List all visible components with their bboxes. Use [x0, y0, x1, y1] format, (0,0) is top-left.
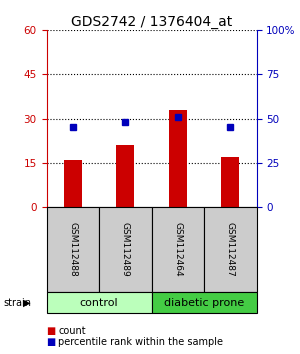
Text: percentile rank within the sample: percentile rank within the sample	[58, 337, 224, 347]
Bar	[152, 292, 256, 313]
Text: GSM112464: GSM112464	[173, 222, 182, 277]
Bar	[152, 207, 204, 292]
Bar	[116, 145, 134, 207]
Text: GSM112488: GSM112488	[68, 222, 77, 277]
Bar	[64, 160, 82, 207]
Bar	[221, 157, 239, 207]
Text: diabetic prone: diabetic prone	[164, 298, 244, 308]
Text: ▶: ▶	[22, 298, 30, 308]
Text: count: count	[58, 326, 86, 336]
Bar	[99, 207, 152, 292]
Text: strain: strain	[3, 298, 31, 308]
Text: GSM112487: GSM112487	[226, 222, 235, 277]
Text: ■: ■	[46, 337, 56, 347]
Bar	[46, 292, 152, 313]
Bar	[169, 110, 187, 207]
Text: GSM112489: GSM112489	[121, 222, 130, 277]
Bar	[204, 207, 256, 292]
Text: control: control	[80, 298, 118, 308]
Text: ■: ■	[46, 326, 56, 336]
Bar	[46, 207, 99, 292]
Title: GDS2742 / 1376404_at: GDS2742 / 1376404_at	[71, 15, 232, 29]
